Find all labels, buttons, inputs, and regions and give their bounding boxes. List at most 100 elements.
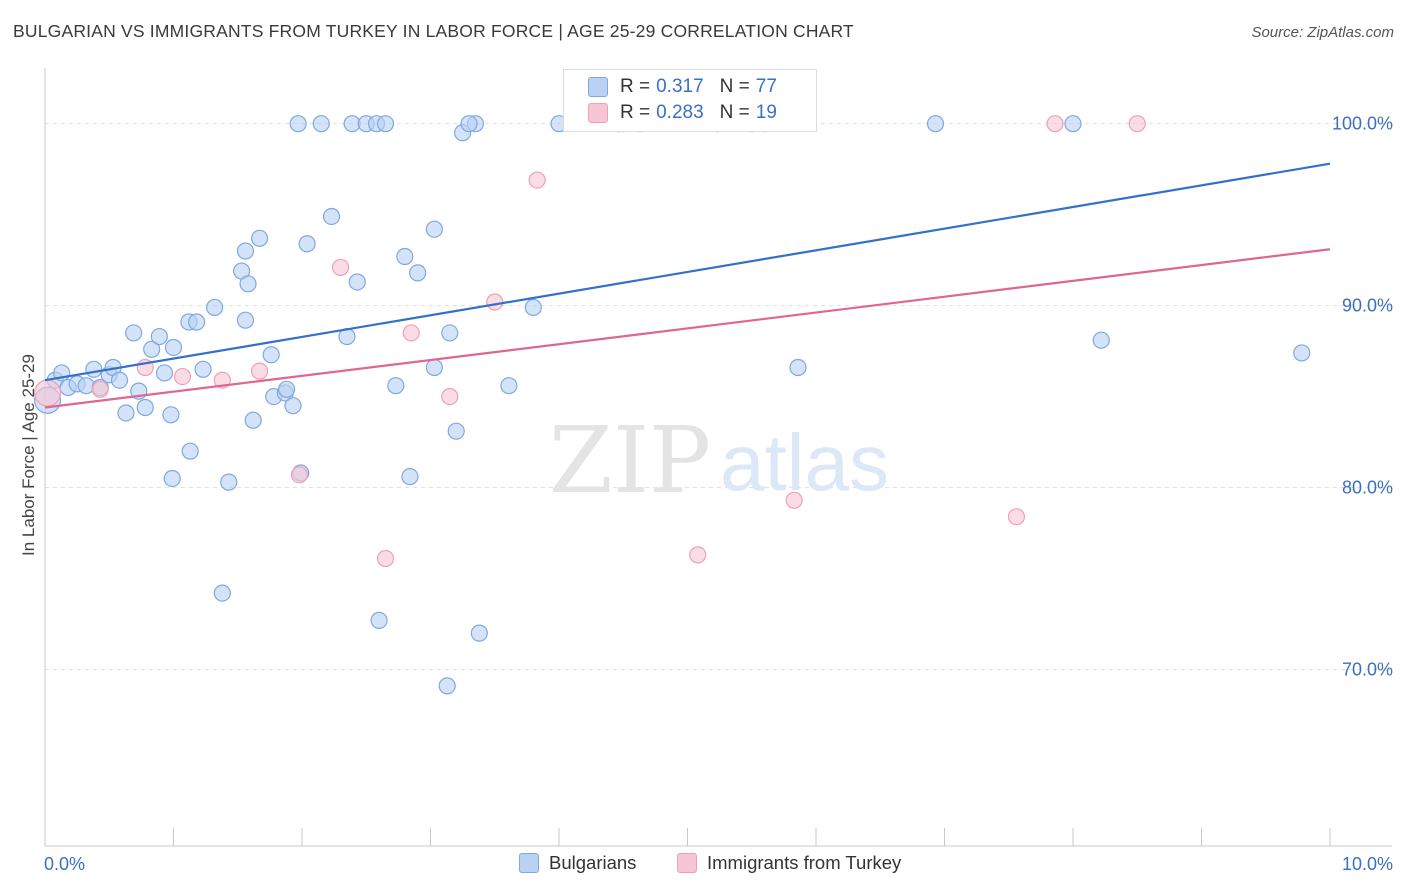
- point-bulgarian: [926, 115, 945, 133]
- legend-r-label: R =: [620, 102, 651, 123]
- point-bulgarian: [277, 380, 296, 398]
- data-points: [33, 115, 1311, 695]
- legend-row-turkey: R = 0.283 N = 19: [588, 101, 777, 125]
- point-bulgarian: [322, 207, 341, 226]
- point-bulgarian: [236, 311, 255, 329]
- point-bulgarian: [425, 220, 443, 238]
- point-bulgarian: [387, 377, 405, 395]
- legend-row-bulgarians: R = 0.317 N = 77: [588, 75, 777, 99]
- point-bulgarian: [470, 624, 488, 642]
- point-bulgarian: [409, 264, 427, 282]
- point-turkey: [441, 387, 459, 406]
- point-turkey: [402, 324, 420, 342]
- point-bulgarian: [460, 115, 478, 133]
- correlation-legend: R = 0.317 N = 77 R = 0.283 N = 19: [563, 69, 817, 132]
- point-bulgarian: [447, 422, 465, 440]
- point-bulgarian: [312, 115, 330, 133]
- point-bulgarian: [401, 468, 419, 486]
- legend-swatch-pink: [677, 853, 697, 873]
- trend-line-bulgarian: [44, 162, 1331, 382]
- point-bulgarian: [188, 313, 206, 331]
- y-tick-label: 100.0%: [1332, 114, 1393, 134]
- tick-labels: 70.0% 80.0% 90.0% 100.0% 0.0% 10.0%: [44, 114, 1393, 874]
- point-turkey: [785, 491, 803, 509]
- point-bulgarian: [789, 358, 807, 377]
- y-tick-label: 70.0%: [1342, 660, 1393, 680]
- point-turkey: [528, 171, 546, 189]
- point-bulgarian: [348, 273, 366, 291]
- trend-line-turkey: [44, 248, 1331, 409]
- axes: [44, 68, 1392, 847]
- point-turkey: [689, 546, 707, 564]
- point-bulgarian: [441, 324, 459, 342]
- legend-r-label: R =: [620, 76, 651, 97]
- point-turkey: [1007, 508, 1026, 526]
- point-bulgarian: [194, 360, 212, 378]
- legend-label-bulgarians: Bulgarians: [549, 852, 637, 873]
- legend-swatch-blue: [588, 77, 608, 97]
- point-bulgarian: [110, 371, 129, 389]
- x-tick-label: 0.0%: [44, 854, 85, 874]
- point-bulgarian: [262, 346, 280, 364]
- point-bulgarian: [181, 442, 199, 460]
- point-bulgarian: [376, 115, 395, 133]
- legend-item-turkey[interactable]: Immigrants from Turkey: [677, 852, 901, 874]
- point-bulgarian: [213, 584, 231, 602]
- gridlines: [45, 123, 1392, 671]
- point-bulgarian: [143, 340, 161, 358]
- point-turkey: [376, 549, 395, 568]
- point-bulgarian: [150, 327, 168, 346]
- series-legend: Bulgarians Immigrants from Turkey: [0, 852, 1406, 878]
- point-bulgarian: [425, 358, 443, 377]
- point-bulgarian: [298, 235, 316, 253]
- point-bulgarian: [239, 275, 257, 293]
- y-tick-label: 90.0%: [1342, 296, 1393, 316]
- point-turkey: [250, 362, 269, 380]
- point-bulgarian: [289, 115, 307, 133]
- point-bulgarian: [236, 242, 255, 260]
- source-label: Source: ZipAtlas.com: [1251, 24, 1394, 41]
- legend-swatch-blue: [519, 853, 539, 873]
- point-turkey: [1128, 115, 1146, 133]
- chart-title: BULGARIAN VS IMMIGRANTS FROM TURKEY IN L…: [13, 21, 854, 41]
- point-turkey: [486, 293, 504, 311]
- point-turkey: [91, 380, 109, 398]
- point-bulgarian: [500, 377, 518, 395]
- point-turkey: [33, 379, 62, 407]
- point-bulgarian: [396, 247, 414, 266]
- point-bulgarian: [206, 298, 224, 317]
- point-bulgarian: [370, 611, 388, 629]
- point-bulgarian: [85, 360, 103, 378]
- point-bulgarian: [162, 406, 180, 424]
- legend-n-value: 77: [755, 76, 777, 97]
- point-bulgarian: [1064, 115, 1082, 133]
- point-bulgarian: [136, 398, 154, 417]
- legend-swatch-pink: [588, 103, 608, 123]
- legend-label-turkey: Immigrants from Turkey: [707, 852, 902, 873]
- watermark-atlas: atlas: [720, 418, 889, 507]
- point-turkey: [1046, 115, 1064, 133]
- point-bulgarian: [244, 411, 262, 429]
- point-bulgarian: [164, 338, 183, 357]
- point-bulgarian: [155, 364, 174, 382]
- legend-item-bulgarians[interactable]: Bulgarians: [519, 852, 636, 874]
- point-bulgarian: [125, 324, 143, 342]
- point-bulgarian: [220, 473, 238, 491]
- point-bulgarian: [117, 404, 135, 422]
- point-bulgarian: [284, 397, 302, 415]
- point-bulgarian: [77, 377, 95, 395]
- legend-r-value: 0.317: [656, 76, 704, 97]
- point-turkey: [290, 466, 309, 484]
- point-bulgarian: [163, 469, 181, 488]
- point-bulgarian: [1092, 331, 1110, 349]
- point-bulgarian: [438, 677, 456, 695]
- point-bulgarian: [250, 229, 269, 247]
- legend-n-label: N =: [719, 76, 750, 97]
- point-turkey: [173, 367, 192, 386]
- x-tick-label: 10.0%: [1342, 854, 1393, 874]
- point-bulgarian: [1293, 344, 1311, 362]
- y-tick-label: 80.0%: [1342, 478, 1393, 498]
- point-turkey: [331, 258, 350, 277]
- legend-r-value: 0.283: [656, 102, 704, 123]
